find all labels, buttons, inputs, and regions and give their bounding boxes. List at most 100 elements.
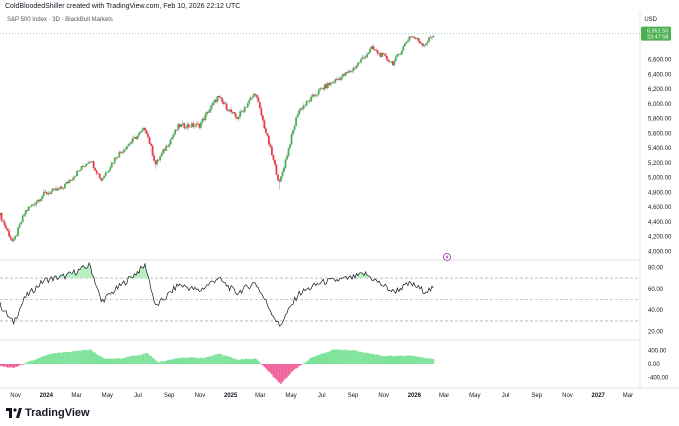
histogram-bar xyxy=(234,358,237,364)
candle-body xyxy=(328,83,331,85)
histogram-bar xyxy=(221,354,223,364)
candle-body xyxy=(171,136,174,140)
histogram-bar xyxy=(47,354,50,364)
histogram-bar xyxy=(68,352,71,364)
candle-body xyxy=(166,146,169,147)
histogram-bar xyxy=(185,358,187,364)
histogram-bar xyxy=(172,358,175,364)
candle-body xyxy=(352,67,355,71)
oscillator-axis[interactable]: 80.00 60.00 40.00 20.00 xyxy=(648,265,664,335)
time-tick-label: Mar xyxy=(439,393,449,399)
price-tick-label: 5,200.00 xyxy=(648,161,672,167)
candle-body xyxy=(406,40,409,43)
price-tick-label: 5,800.00 xyxy=(648,117,672,123)
candle-body xyxy=(329,82,332,85)
candle-body xyxy=(338,78,341,80)
histogram-bar xyxy=(132,355,134,364)
candle-body xyxy=(307,100,310,102)
histogram-bar xyxy=(174,358,177,364)
histogram-bar xyxy=(236,359,238,364)
price-candles[interactable] xyxy=(0,34,435,243)
lightning-marker[interactable] xyxy=(443,253,451,261)
candle-body xyxy=(384,54,387,56)
histogram-bar xyxy=(417,357,420,364)
histogram-bar xyxy=(364,353,367,364)
candle-body xyxy=(18,224,21,228)
candle-body xyxy=(322,88,325,90)
price-axis[interactable]: 6,600.00 6,400.00 6,200.00 6,000.00 5,800.00… xyxy=(648,58,672,256)
histogram-bar xyxy=(58,352,60,364)
histogram-bar xyxy=(168,359,170,364)
candle-body xyxy=(271,146,273,156)
candle-body xyxy=(47,192,50,195)
candle-body xyxy=(17,227,20,236)
candle-body xyxy=(101,178,104,181)
candle-body xyxy=(76,170,78,177)
histogram-bar xyxy=(65,352,68,364)
candle-body xyxy=(337,78,340,80)
histogram-bar xyxy=(163,361,166,364)
histogram-bar xyxy=(129,356,131,364)
candle-body xyxy=(41,196,44,199)
candle-body xyxy=(58,188,60,190)
histogram-bar xyxy=(123,357,125,364)
candle-body xyxy=(335,79,338,80)
candle-body xyxy=(367,52,370,55)
histogram-bar xyxy=(360,351,362,364)
candle-body xyxy=(112,162,115,164)
histogram-bar xyxy=(274,364,276,379)
histogram-bar xyxy=(357,351,359,364)
histogram-bar xyxy=(263,364,266,367)
time-tick-label: Mar xyxy=(623,393,633,399)
histogram-bar xyxy=(109,358,112,364)
candle-body xyxy=(68,180,71,183)
time-axis[interactable]: Nov 2024 Mar May Jul Sep Nov 2025 Mar May Jul Sep No… xyxy=(10,393,633,399)
histogram-axis[interactable]: 400.00 0.00 -400.00 xyxy=(648,348,669,381)
histogram-bar xyxy=(426,358,429,364)
candle-body xyxy=(254,93,257,96)
histogram-bar xyxy=(286,364,288,378)
histogram-bar xyxy=(107,358,110,364)
histogram-bar xyxy=(298,364,300,366)
histogram-bar xyxy=(77,350,80,364)
candle-body xyxy=(289,144,291,148)
histogram-bar xyxy=(370,353,373,364)
histogram-bar xyxy=(388,355,391,364)
histogram-bar xyxy=(404,355,406,364)
candle-body xyxy=(284,159,287,168)
histogram-bar xyxy=(382,356,385,364)
last-price-countdown: 23:47:58 xyxy=(647,35,668,41)
histogram-bar xyxy=(215,354,217,364)
candle-body xyxy=(385,55,388,60)
symbol-line[interactable]: S&P 500 Index · 3D · BlackBull Markets xyxy=(7,17,113,23)
currency-label[interactable]: USD xyxy=(644,17,657,23)
histogram-bar xyxy=(239,359,241,364)
histogram-bar xyxy=(59,352,62,364)
histogram-bar xyxy=(24,362,27,364)
histogram-bar xyxy=(429,358,432,364)
candle-body xyxy=(122,149,125,153)
candle-body xyxy=(44,191,47,193)
candle-body xyxy=(172,134,175,137)
histogram-bar xyxy=(0,364,3,366)
candle-body xyxy=(420,43,423,44)
histogram-bar xyxy=(407,355,409,364)
price-tick-label: 6,000.00 xyxy=(648,102,672,108)
histogram-bar xyxy=(420,357,423,364)
candle-body xyxy=(204,114,207,120)
candle-body xyxy=(278,179,281,182)
histogram-bar xyxy=(367,352,370,364)
candle-body xyxy=(345,72,347,76)
candle-body xyxy=(30,204,33,207)
candle-body xyxy=(236,117,239,120)
histogram-bar xyxy=(17,364,19,367)
tradingview-brand[interactable]: TradingView xyxy=(6,406,90,420)
candle-body xyxy=(3,221,6,226)
candle-body xyxy=(364,56,367,58)
histogram-bar xyxy=(114,358,116,364)
histogram-bar xyxy=(331,349,334,364)
candle-body xyxy=(375,50,378,51)
candle-body xyxy=(153,155,155,161)
